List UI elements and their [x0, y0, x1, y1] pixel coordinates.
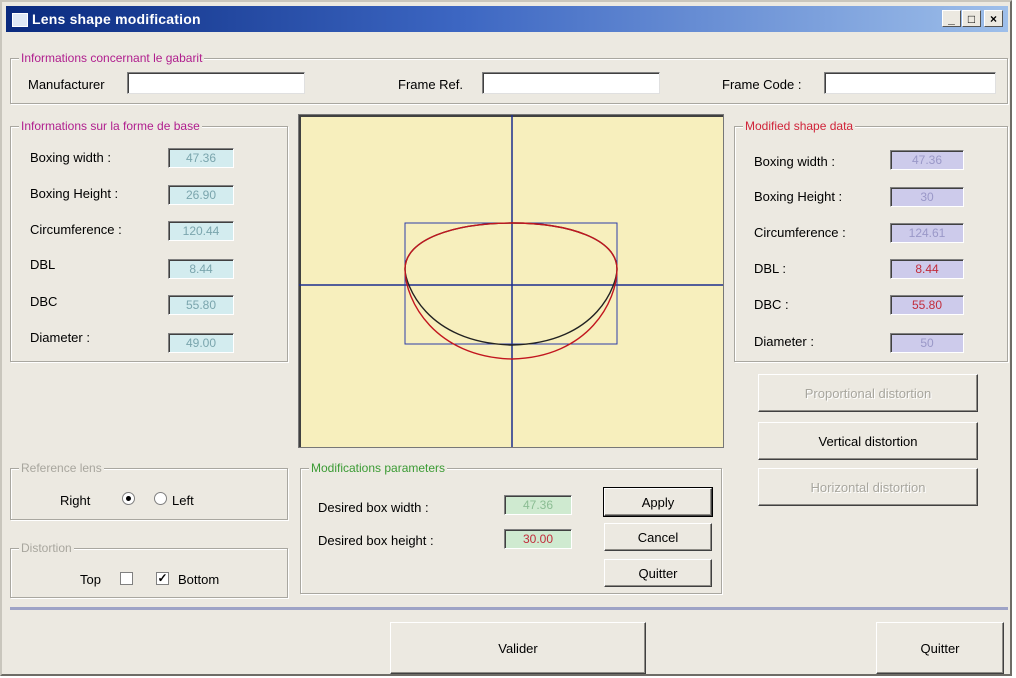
- base-boxing-width-label: Boxing width :: [30, 150, 111, 165]
- desired-width-label: Desired box width :: [318, 500, 429, 515]
- template-info-group: Informations concernant le gabarit: [10, 51, 1008, 104]
- modified-shape-title: Modified shape data: [743, 119, 856, 133]
- modifications-group: Modifications parameters: [300, 461, 722, 594]
- app-icon: [12, 13, 28, 27]
- desired-height-value[interactable]: 30.00: [504, 529, 572, 549]
- base-dbl-label: DBL: [30, 257, 56, 272]
- title-bar[interactable]: Lens shape modification _ □ ×: [6, 6, 1008, 32]
- base-boxing-height-value: 26.90: [168, 185, 234, 205]
- mod-boxing-width-label: Boxing width :: [754, 154, 835, 169]
- right-radio[interactable]: [122, 492, 135, 505]
- proportional-distortion-button[interactable]: Proportional distortion: [758, 374, 978, 412]
- shape-drawing: [299, 115, 723, 447]
- mod-diameter-value: 50: [890, 333, 964, 353]
- frame-code-label: Frame Code :: [722, 77, 802, 92]
- quit-button[interactable]: Quitter: [876, 622, 1004, 674]
- original-shape: [404, 222, 618, 346]
- base-dbc-label: DBC: [30, 294, 58, 309]
- desired-height-label: Desired box height :: [318, 533, 434, 548]
- mod-dbc-value: 55.80: [890, 295, 964, 315]
- modified-shape: [404, 222, 618, 360]
- base-diameter-value: 49.00: [168, 333, 234, 353]
- mod-dbl-value: 8.44: [890, 259, 964, 279]
- left-radio[interactable]: [154, 492, 167, 505]
- distortion-title: Distortion: [19, 541, 74, 555]
- right-label: Right: [60, 493, 91, 508]
- reference-lens-title: Reference lens: [19, 461, 104, 475]
- maximize-button[interactable]: □: [962, 10, 981, 27]
- reference-lens-group: Reference lens: [10, 461, 288, 520]
- validate-button[interactable]: Valider: [390, 622, 646, 674]
- top-checkbox[interactable]: [120, 572, 133, 585]
- close-button[interactable]: ×: [984, 10, 1003, 27]
- footer-separator: [10, 607, 1008, 610]
- apply-button[interactable]: Apply: [603, 487, 713, 517]
- base-circumference-label: Circumference :: [30, 222, 122, 237]
- base-boxing-width-value: 47.36: [168, 148, 234, 168]
- minimize-button[interactable]: _: [942, 10, 961, 27]
- template-info-title: Informations concernant le gabarit: [19, 51, 205, 65]
- cancel-button[interactable]: Cancel: [604, 523, 712, 551]
- base-boxing-height-label: Boxing Height :: [30, 186, 119, 201]
- bottom-label: Bottom: [178, 572, 220, 587]
- distortion-group: Distortion: [10, 541, 288, 598]
- base-dbc-value: 55.80: [168, 295, 234, 315]
- bottom-checkbox[interactable]: ✓: [156, 571, 169, 585]
- bounding-box: [404, 222, 618, 345]
- mod-dbc-label: DBC :: [754, 297, 789, 312]
- vertical-distortion-button[interactable]: Vertical distortion: [758, 422, 978, 460]
- base-shape-title: Informations sur la forme de base: [19, 119, 202, 133]
- top-label: Top: [80, 572, 101, 587]
- quit-modifications-button[interactable]: Quitter: [604, 559, 712, 587]
- window-title: Lens shape modification: [32, 11, 201, 27]
- base-shape-group: Informations sur la forme de base: [10, 119, 288, 362]
- base-circumference-value: 120.44: [168, 221, 234, 241]
- base-dbl-value: 8.44: [168, 259, 234, 279]
- shape-canvas: [298, 114, 724, 448]
- manufacturer-input[interactable]: [127, 72, 305, 94]
- frame-ref-input[interactable]: [482, 72, 660, 94]
- mod-diameter-label: Diameter :: [754, 334, 814, 349]
- mod-circumference-label: Circumference :: [754, 225, 846, 240]
- mod-dbl-label: DBL :: [754, 261, 787, 276]
- mod-boxing-height-label: Boxing Height :: [754, 189, 843, 204]
- manufacturer-label: Manufacturer: [28, 77, 105, 92]
- modified-shape-group: Modified shape data: [734, 119, 1008, 362]
- frame-code-input[interactable]: [824, 72, 996, 94]
- mod-boxing-width-value: 47.36: [890, 150, 964, 170]
- mod-boxing-height-value: 30: [890, 187, 964, 207]
- left-label: Left: [172, 493, 194, 508]
- desired-width-value[interactable]: 47.36: [504, 495, 572, 515]
- frame-ref-label: Frame Ref.: [398, 77, 464, 92]
- mod-circumference-value: 124.61: [890, 223, 964, 243]
- modifications-title: Modifications parameters: [309, 461, 448, 475]
- base-diameter-label: Diameter :: [30, 330, 90, 345]
- horizontal-distortion-button[interactable]: Horizontal distortion: [758, 468, 978, 506]
